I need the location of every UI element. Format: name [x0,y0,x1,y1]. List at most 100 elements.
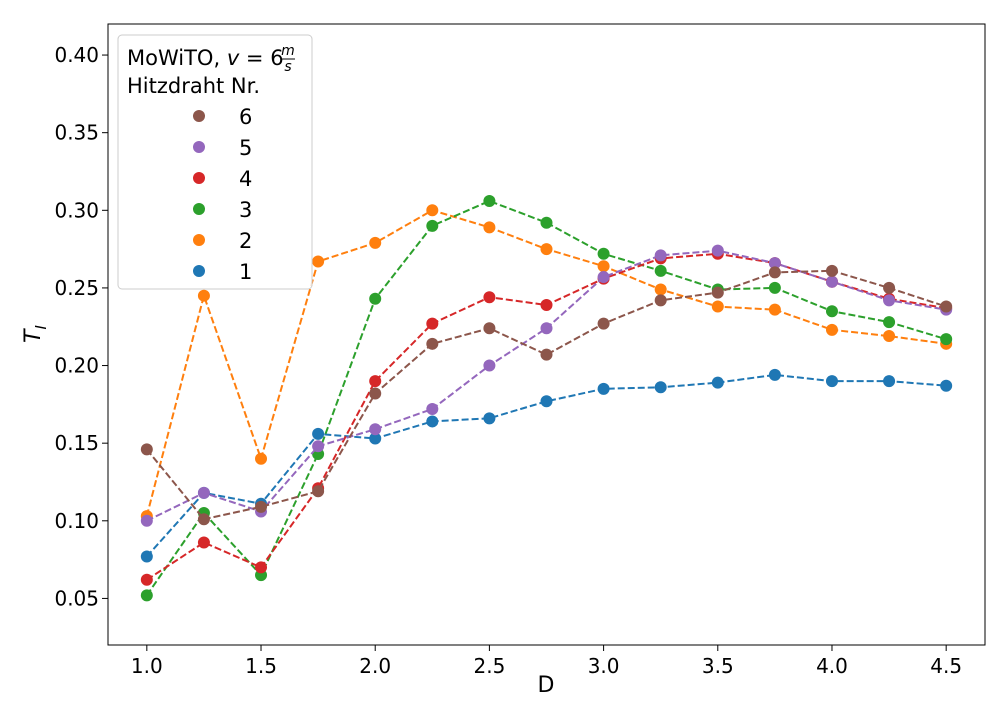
data-point [483,359,496,372]
data-point [597,247,610,260]
data-point [711,376,724,389]
y-axis-label: TI [21,324,50,342]
data-point [940,333,953,346]
data-point [825,305,838,318]
data-point [883,316,896,329]
data-point [768,266,781,279]
data-point [255,452,268,465]
y-tick-label: 0.35 [54,121,99,145]
y-axis: 0.05 0.10 0.15 0.20 0.25 0.30 0.35 0.40 [54,43,108,610]
data-point [140,550,153,563]
data-point [768,257,781,270]
data-point [369,423,382,436]
data-point [140,589,153,602]
data-point [369,387,382,400]
series-line [146,373,947,558]
x-axis-label: D [538,673,555,698]
y-tick-label: 0.10 [54,509,99,533]
data-point [140,573,153,586]
series-layer [140,194,953,602]
legend-label: 5 [239,136,252,160]
data-point [654,381,667,394]
data-point [426,415,439,428]
data-point [883,330,896,343]
data-point [654,264,667,277]
data-point [768,368,781,381]
legend-marker [193,265,205,277]
data-point [940,379,953,392]
legend-label: 4 [239,167,252,191]
data-point [426,337,439,350]
data-point [768,281,781,294]
legend-label: 2 [239,229,252,253]
data-point [255,561,268,574]
data-point [597,317,610,330]
data-point [540,299,553,312]
data-point [255,500,268,513]
data-point [197,486,210,499]
y-axis-label-main: T [21,328,46,343]
data-point [483,291,496,304]
data-point [825,323,838,336]
data-point [369,236,382,249]
legend-title-frac-den: s [284,59,291,75]
x-tick-label: 1.0 [131,654,163,678]
legend-label: 6 [239,105,252,129]
legend-subtitle: Hitzdraht Nr. [127,74,260,98]
data-point [197,289,210,302]
data-point [883,281,896,294]
data-point [312,427,325,440]
data-point [426,317,439,330]
data-point [426,219,439,232]
data-point [654,249,667,262]
data-point [483,412,496,425]
data-point [711,244,724,257]
data-point [825,275,838,288]
legend-label: 3 [239,198,252,222]
legend-label: 1 [239,260,252,284]
x-axis: 1.0 1.5 2.0 2.5 3.0 3.5 4.0 4.5 [131,645,962,678]
data-point [483,221,496,234]
x-tick-label: 1.5 [245,654,277,678]
series-5 [140,244,953,527]
data-point [197,536,210,549]
legend: MoWiTO, v = 6 m s Hitzdraht Nr. 6 5 4 3 2 1 [117,34,313,290]
data-point [369,375,382,388]
data-point [883,375,896,388]
plot-frame [107,23,986,646]
series-6 [140,264,953,526]
data-point [597,260,610,273]
data-point [940,300,953,313]
series-line [145,199,947,596]
data-point [140,514,153,527]
data-point [540,395,553,408]
data-point [883,294,896,307]
legend-entries: 6 5 4 3 2 1 [193,105,252,284]
y-tick-label: 0.05 [54,586,99,610]
y-tick-label: 0.40 [54,43,99,67]
data-point [654,294,667,307]
legend-title-eq: = 6 [239,46,283,70]
x-tick-label: 4.0 [816,654,848,678]
data-point [540,322,553,335]
x-tick-label: 3.5 [702,654,734,678]
y-axis-label-subscript: I [32,324,50,329]
data-point [483,194,496,207]
legend-title-frac-num: m [281,43,295,59]
data-point [426,403,439,416]
data-point [312,485,325,498]
data-point [312,440,325,453]
x-tick-label: 2.0 [359,654,391,678]
legend-marker [193,203,205,215]
legend-box [117,34,313,290]
series-line [146,269,947,521]
data-point [597,271,610,284]
data-point [426,204,439,217]
x-tick-label: 3.0 [588,654,620,678]
data-point [825,264,838,277]
legend-marker [193,234,205,246]
y-tick-label: 0.25 [54,276,99,300]
data-point [140,443,153,456]
data-point [654,283,667,296]
